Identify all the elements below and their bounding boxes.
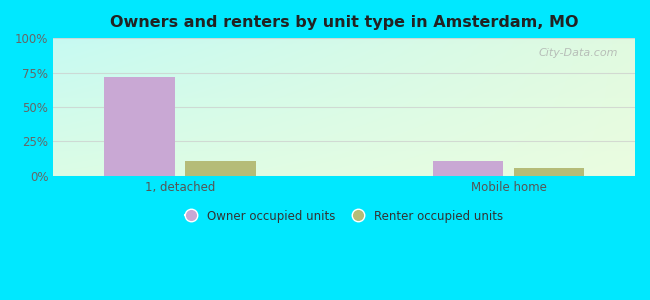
Title: Owners and renters by unit type in Amsterdam, MO: Owners and renters by unit type in Amste… <box>110 15 578 30</box>
Text: City-Data.com: City-Data.com <box>538 48 617 58</box>
Legend: Owner occupied units, Renter occupied units: Owner occupied units, Renter occupied un… <box>181 206 508 228</box>
Bar <box>104 77 175 176</box>
Bar <box>185 161 255 176</box>
Bar <box>514 168 584 176</box>
Bar <box>433 161 504 176</box>
